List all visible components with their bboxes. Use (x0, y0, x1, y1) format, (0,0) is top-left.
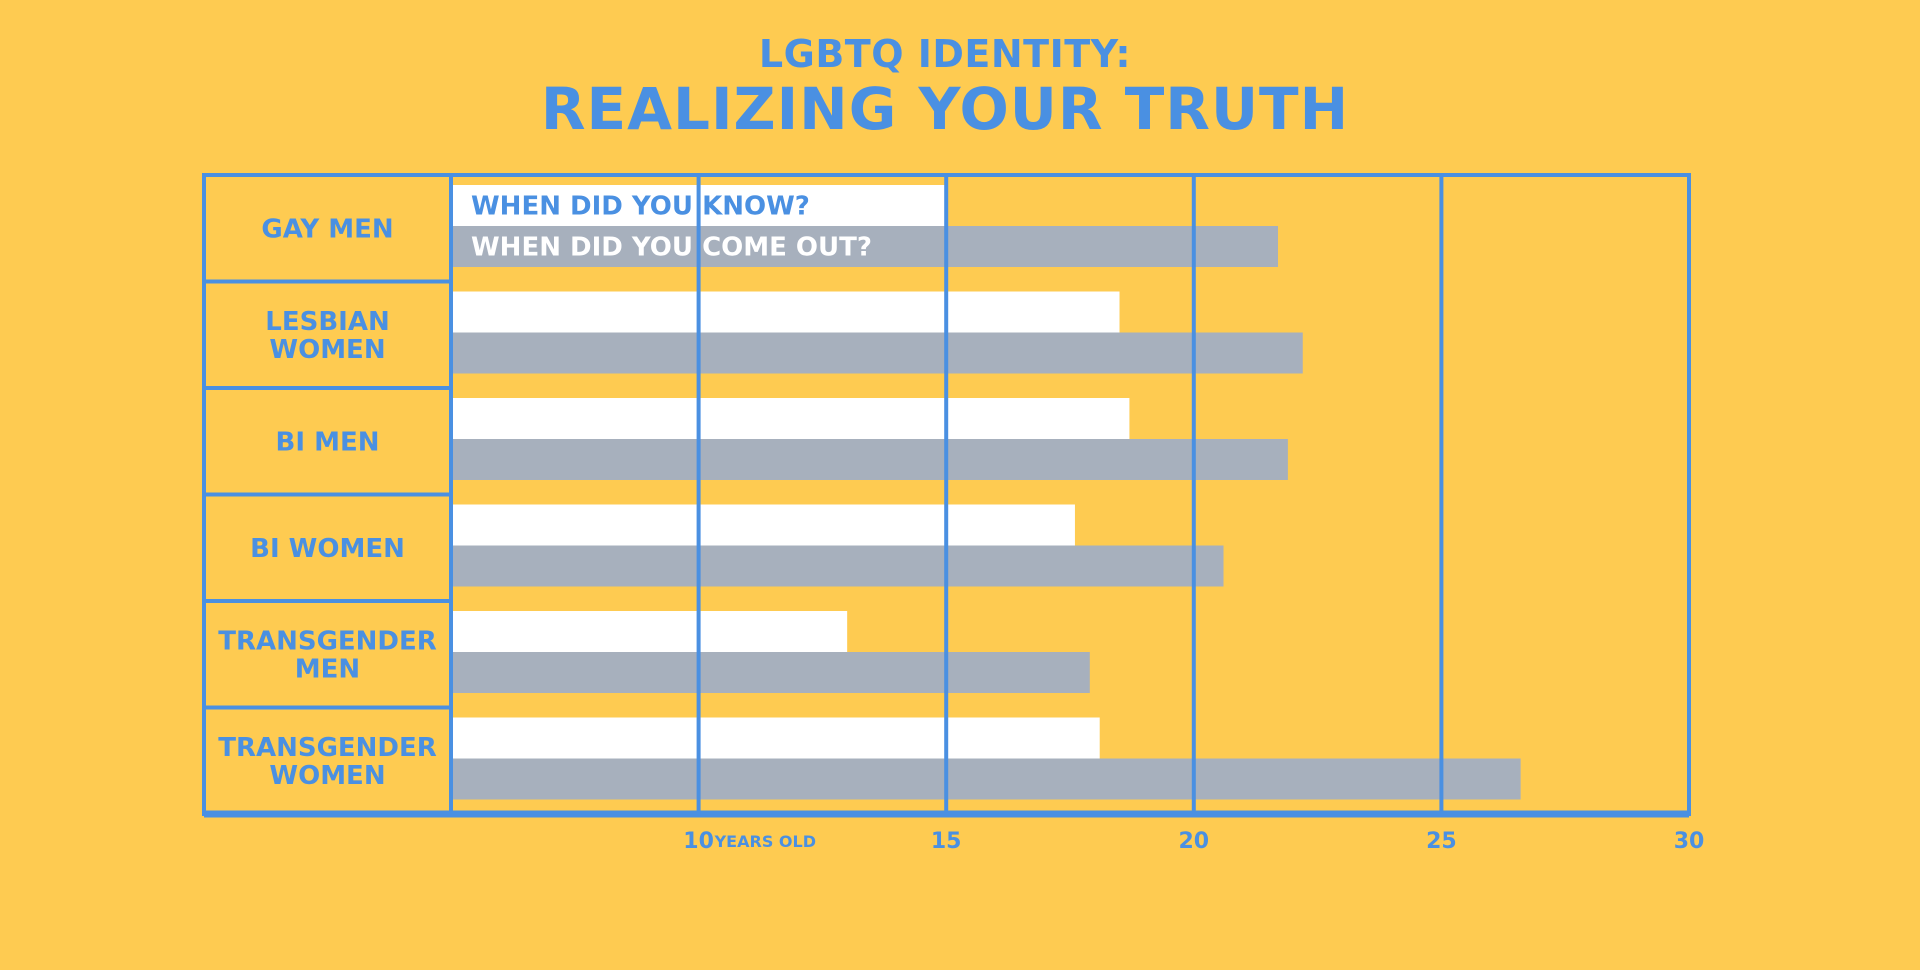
bar-come-out (451, 226, 1278, 267)
category-label: TRANSGENDER MEN (218, 626, 437, 684)
chart-title: REALIZING YOUR TRUTH (540, 75, 1350, 143)
bar-come-out (451, 332, 1303, 374)
bar-know (451, 717, 1100, 759)
category-label: BI WOMEN (250, 534, 405, 564)
category-label: GAY MEN (261, 214, 393, 244)
chart-title-block: LGBTQ IDENTITY: REALIZING YOUR TRUTH (0, 30, 1890, 140)
bar-come-out (451, 652, 1090, 693)
bar-come-out (451, 439, 1288, 480)
category-label: BI MEN (276, 427, 380, 457)
x-tick-label: 30 (1674, 829, 1705, 854)
x-tick-label: 25 (1426, 829, 1457, 854)
x-tick-label: 20 (1178, 829, 1209, 854)
x-tick-label: 10 (683, 829, 714, 854)
chart-subtitle: LGBTQ IDENTITY: (758, 32, 1132, 76)
category-label: TRANSGENDER WOMEN (218, 733, 437, 791)
bar-know (451, 398, 1130, 439)
bar-come-out (451, 545, 1224, 587)
bar-know (451, 611, 848, 652)
bar-know (451, 504, 1075, 546)
bar-come-out (451, 758, 1521, 800)
legend-know-label: WHEN DID YOU KNOW? (471, 192, 810, 222)
legend-come-out-label: WHEN DID YOU COME OUT? (471, 233, 872, 263)
bar-know (451, 291, 1120, 333)
x-tick-label: 15 (931, 829, 962, 854)
x-tick-unit-label: YEARS OLD (714, 832, 816, 851)
category-label: LESBIAN WOMEN (265, 307, 389, 365)
